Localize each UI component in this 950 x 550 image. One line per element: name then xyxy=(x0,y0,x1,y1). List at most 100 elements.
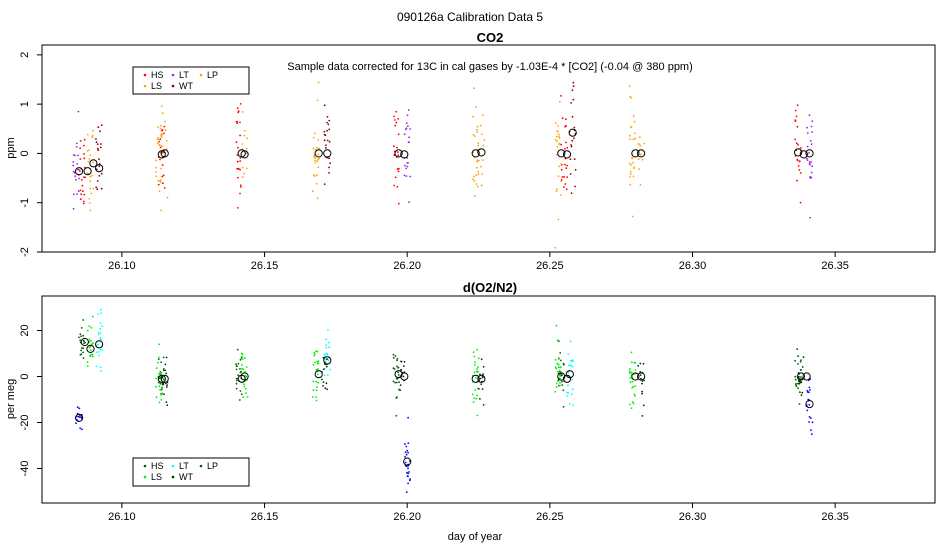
data-point-hs xyxy=(564,147,566,150)
co2-title: CO2 xyxy=(477,30,504,45)
data-point-ls xyxy=(241,358,244,360)
legend-label-hs: HS xyxy=(151,461,164,471)
data-point-lt xyxy=(403,174,406,177)
data-point-hs xyxy=(79,170,81,173)
data-point-ls xyxy=(245,375,248,378)
legend-swatch-wt xyxy=(171,84,175,88)
data-point-ls xyxy=(473,397,476,400)
data-point-lt xyxy=(569,359,572,362)
data-point-ls xyxy=(472,178,474,181)
data-point-ls xyxy=(556,370,559,373)
data-point-hs xyxy=(397,202,400,205)
data-point-ls xyxy=(556,130,559,133)
data-point-lt xyxy=(570,393,573,395)
data-point-lt xyxy=(806,145,809,148)
mean-marker xyxy=(562,374,572,383)
data-point-hs xyxy=(237,374,240,377)
data-point-hs xyxy=(796,104,799,107)
data-point-hs xyxy=(82,351,84,354)
data-point-ls xyxy=(155,385,157,388)
data-point-ls xyxy=(245,392,247,395)
data-point-lt xyxy=(78,177,81,180)
data-point-hs xyxy=(237,111,240,114)
data-point-hs xyxy=(392,353,395,356)
data-point-lt xyxy=(811,131,813,133)
data-point-wt xyxy=(802,356,805,359)
data-point-ls xyxy=(159,127,162,130)
mean-marker xyxy=(400,372,409,381)
data-point-hs xyxy=(794,375,797,378)
data-point-wt xyxy=(572,85,575,88)
data-point-hs xyxy=(237,207,239,209)
data-point-ls xyxy=(161,133,163,136)
data-point-ls xyxy=(317,139,320,141)
data-point-lt xyxy=(73,171,76,174)
data-point-hs xyxy=(80,349,82,352)
data-point-ls xyxy=(558,135,560,138)
data-point-hs xyxy=(797,387,799,389)
data-point-lp xyxy=(810,429,812,431)
data-point-hs xyxy=(397,170,400,173)
data-point-hs xyxy=(163,187,166,189)
data-point-hs xyxy=(163,132,165,135)
mean-marker xyxy=(557,372,566,381)
data-point-ls xyxy=(476,128,478,131)
data-point-wt xyxy=(400,369,402,371)
data-point-lt xyxy=(811,165,813,168)
data-point-ls xyxy=(474,389,477,391)
data-point-ls xyxy=(155,171,157,173)
data-point-wt xyxy=(570,145,573,148)
data-point-ls xyxy=(631,401,634,403)
data-point-hs xyxy=(797,363,799,365)
o2n2-axes: 26.10 26.15 26.20 26.25 26.30 26.35 -40 -20 0 20 xyxy=(19,324,849,523)
data-point-wt xyxy=(569,158,572,161)
data-point-lt xyxy=(99,322,102,324)
data-point-hs xyxy=(160,388,163,391)
data-point-ls xyxy=(89,349,92,351)
data-point-hs xyxy=(82,202,85,205)
data-point-wt xyxy=(328,172,330,174)
data-point-hs xyxy=(237,362,240,365)
data-point-ls xyxy=(556,339,559,342)
data-point-ls xyxy=(241,355,243,358)
data-point-wt xyxy=(100,187,103,190)
data-point-ls xyxy=(318,147,320,150)
data-point-lp xyxy=(480,184,483,187)
data-point-hs xyxy=(395,381,398,384)
data-point-hs xyxy=(79,158,82,160)
data-point-ls xyxy=(86,172,89,175)
data-point-ls xyxy=(315,182,318,185)
data-point-ls xyxy=(557,380,559,383)
data-point-lt xyxy=(101,325,103,328)
data-point-ls xyxy=(315,389,318,392)
o2n2-y-axis-label: per meg xyxy=(5,379,17,419)
data-point-lt xyxy=(810,143,813,146)
legend-label-ls: LS xyxy=(151,472,162,482)
data-point-hs xyxy=(83,138,86,141)
data-point-ls xyxy=(316,99,319,102)
data-point-hs xyxy=(561,374,564,376)
data-point-hs xyxy=(162,182,164,185)
co2-axes: 26.10 26.15 26.20 26.25 26.30 26.35 -2 -1 0 1 2 xyxy=(19,52,849,272)
data-point-wt xyxy=(639,362,642,365)
data-point-wt xyxy=(323,130,326,133)
data-point-ls xyxy=(630,164,633,166)
y-tick-label: -20 xyxy=(19,415,31,431)
data-point-wt xyxy=(323,133,326,136)
data-point-lp xyxy=(480,165,482,168)
data-point-lt xyxy=(810,161,813,164)
data-point-ls xyxy=(629,381,632,384)
data-point-ls xyxy=(315,380,318,383)
data-point-ls xyxy=(158,356,160,359)
data-point-ls xyxy=(472,134,475,136)
data-point-ls xyxy=(558,165,560,168)
data-point-hs xyxy=(236,154,239,157)
data-point-hs xyxy=(395,121,398,124)
data-point-lp xyxy=(161,112,164,115)
data-point-ls xyxy=(559,366,562,369)
data-point-wt xyxy=(570,192,573,195)
data-point-ls xyxy=(632,161,634,164)
data-point-hs xyxy=(798,403,801,405)
data-point-hs xyxy=(798,377,801,380)
data-point-hs xyxy=(396,365,398,368)
